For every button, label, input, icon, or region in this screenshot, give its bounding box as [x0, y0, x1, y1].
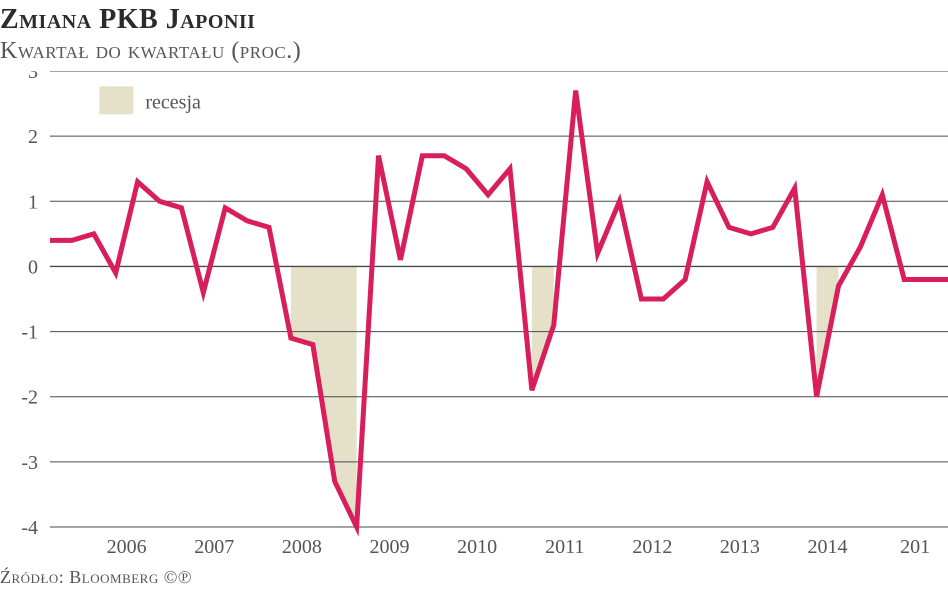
y-tick-label: 1 [28, 191, 38, 213]
x-tick-label: 2008 [282, 536, 322, 558]
x-tick-label: 2014 [808, 536, 848, 558]
y-tick-label: 2 [28, 126, 38, 148]
line-chart-svg: -4-3-2-101232006200720082009201020112012… [0, 71, 948, 561]
y-tick-label: -3 [21, 452, 38, 474]
chart-subtitle: Kwartał do kwartału (proc.) [0, 38, 948, 65]
x-tick-label: 2011 [545, 536, 584, 558]
x-tick-label: 2009 [369, 536, 409, 558]
x-tick-label: 2007 [194, 536, 234, 558]
x-tick-label: 201 [900, 536, 930, 558]
chart-area: -4-3-2-101232006200720082009201020112012… [0, 71, 948, 561]
source-glyphs: ©℗ [164, 567, 192, 587]
y-tick-label: 3 [28, 71, 38, 83]
x-tick-label: 2010 [457, 536, 497, 558]
y-tick-label: 0 [28, 256, 38, 278]
source-name: Bloomberg [69, 567, 158, 587]
y-tick-label: -4 [21, 517, 38, 539]
legend-swatch [99, 86, 133, 114]
y-tick-label: -2 [21, 387, 38, 409]
x-tick-label: 2012 [632, 536, 672, 558]
chart-source: Źródło: Bloomberg ©℗ [0, 567, 948, 588]
x-tick-label: 2013 [720, 536, 760, 558]
x-tick-label: 2006 [107, 536, 147, 558]
source-prefix: Źródło: [0, 567, 69, 587]
y-tick-label: -1 [21, 322, 38, 344]
legend-label: recesja [145, 91, 201, 113]
chart-title: Zmiana PKB Japonii [0, 4, 948, 36]
